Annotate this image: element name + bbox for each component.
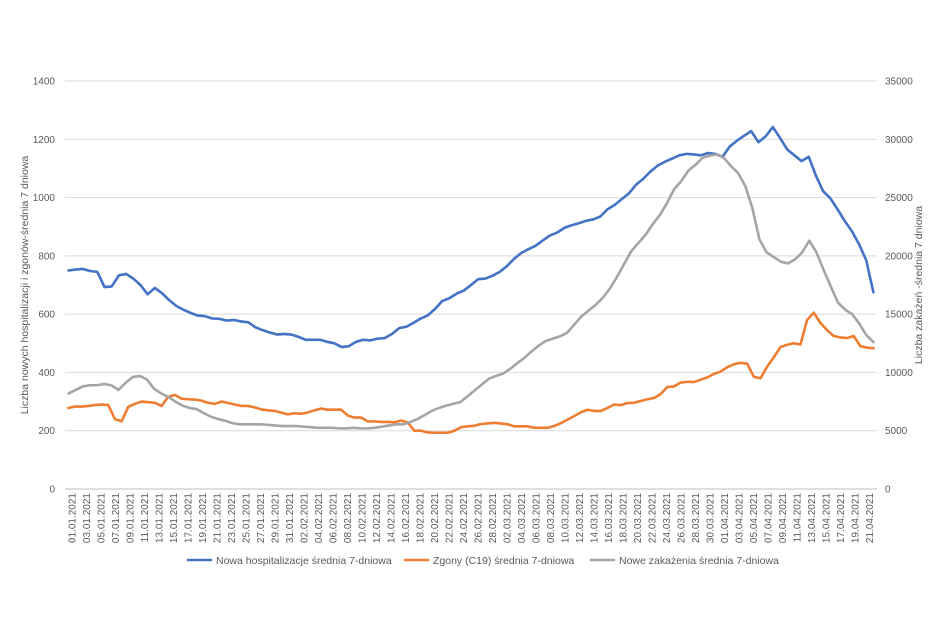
series-line-1 [67,125,875,349]
x-tick-label: 07.01.2021 [111,493,122,543]
x-tick-label: 12.03.2021 [575,493,586,543]
right-tick-label: 30000 [885,135,913,146]
right-axis-title: Liczba zakażeń -średnia 7 dniowa [913,206,925,364]
legend: Nowa hospitalizacje średnia 7-dniowa Zgon… [186,555,779,567]
x-tick-label: 21.01.2021 [212,493,223,543]
x-tick-label: 28.02.2021 [488,493,499,543]
x-tick-label: 11.04.2021 [792,493,803,543]
x-tick-label: 22.03.2021 [647,493,658,543]
x-tick-label: 01.04.2021 [720,493,731,543]
x-tick-label: 25.01.2021 [241,493,252,543]
x-tick-label: 13.04.2021 [807,493,818,543]
x-tick-label: 06.03.2021 [531,493,542,543]
x-tick-label: 17.04.2021 [836,493,847,543]
x-tick-label: 09.04.2021 [778,493,789,543]
x-tick-label: 22.02.2021 [444,493,455,543]
x-tick-label: 20.02.2021 [430,493,441,543]
x-tick-label: 20.03.2021 [633,493,644,543]
left-axis-ticks: 0 200 400 600 800 1000 1200 1400 [33,77,56,496]
x-tick-label: 04.02.2021 [314,493,325,543]
x-tick-label: 04.03.2021 [517,493,528,543]
right-tick-label: 0 [885,485,891,496]
x-tick-label: 26.03.2021 [676,493,687,543]
series-lines [67,125,875,435]
x-tick-label: 14.03.2021 [589,493,600,543]
left-tick-label: 200 [38,426,55,437]
x-tick-label: 06.02.2021 [328,493,339,543]
x-tick-label: 19.04.2021 [850,493,861,543]
x-tick-label: 08.02.2021 [343,493,354,543]
right-tick-label: 35000 [885,77,913,88]
x-tick-label: 26.02.2021 [473,493,484,543]
x-tick-label: 16.03.2021 [604,493,615,543]
x-tick-label: 24.02.2021 [459,493,470,543]
x-tick-label: 09.01.2021 [125,493,136,543]
left-axis-title: Liczba nowych hospitalizacji i zgonów-śr… [19,156,31,415]
x-axis-ticks: 01.01.2021 03.01.2021 05.01.2021 07.01.2021… [67,493,876,543]
legend-label-1: Nowa hospitalizacje średnia 7-dniowa [216,555,392,567]
right-tick-label: 15000 [885,310,913,321]
right-tick-label: 20000 [885,251,913,262]
x-tick-label: 11.01.2021 [140,493,151,543]
x-tick-label: 05.04.2021 [749,493,760,543]
x-tick-label: 14.02.2021 [386,493,397,543]
left-tick-label: 1200 [33,135,56,146]
x-tick-label: 19.01.2021 [198,493,209,543]
x-tick-label: 15.01.2021 [169,493,180,543]
x-tick-label: 08.03.2021 [546,493,557,543]
left-tick-label: 1000 [33,193,56,204]
x-tick-label: 10.03.2021 [560,493,571,543]
x-tick-label: 03.04.2021 [734,493,745,543]
x-tick-label: 02.02.2021 [299,493,310,543]
x-tick-label: 10.02.2021 [357,493,368,543]
left-tick-label: 800 [38,251,55,262]
x-tick-label: 31.01.2021 [285,493,296,543]
left-tick-label: 0 [49,485,55,496]
x-tick-label: 07.04.2021 [763,493,774,543]
left-tick-label: 400 [38,368,55,379]
x-tick-label: 27.01.2021 [256,493,267,543]
x-tick-label: 15.04.2021 [821,493,832,543]
x-tick-label: 18.03.2021 [618,493,629,543]
series-line-3 [67,153,875,430]
x-tick-label: 13.01.2021 [154,493,165,543]
x-tick-label: 03.01.2021 [82,493,93,543]
left-tick-label: 1400 [33,77,56,88]
legend-label-2: Zgony (C19) średnia 7-dniowa [433,555,574,567]
left-tick-label: 600 [38,310,55,321]
x-tick-label: 18.02.2021 [415,493,426,543]
legend-label-3: Nowe zakażenia średnia 7-dniowa [619,555,779,567]
right-tick-label: 10000 [885,368,913,379]
x-tick-label: 24.03.2021 [662,493,673,543]
x-tick-label: 21.04.2021 [865,493,876,543]
x-tick-label: 23.01.2021 [227,493,238,543]
right-tick-label: 5000 [885,426,908,437]
x-tick-label: 16.02.2021 [401,493,412,543]
x-tick-label: 17.01.2021 [183,493,194,543]
right-axis-ticks: 0 5000 10000 15000 20000 25000 30000 35000 [885,77,913,496]
right-tick-label: 25000 [885,193,913,204]
x-tick-label: 02.03.2021 [502,493,513,543]
x-tick-label: 29.01.2021 [270,493,281,543]
gridlines [65,80,877,490]
x-tick-label: 30.03.2021 [705,493,716,543]
x-tick-label: 01.01.2021 [67,493,78,543]
x-tick-label: 12.02.2021 [372,493,383,543]
x-tick-label: 28.03.2021 [691,493,702,543]
series-line-2 [67,311,875,435]
x-tick-label: 05.01.2021 [96,493,107,543]
